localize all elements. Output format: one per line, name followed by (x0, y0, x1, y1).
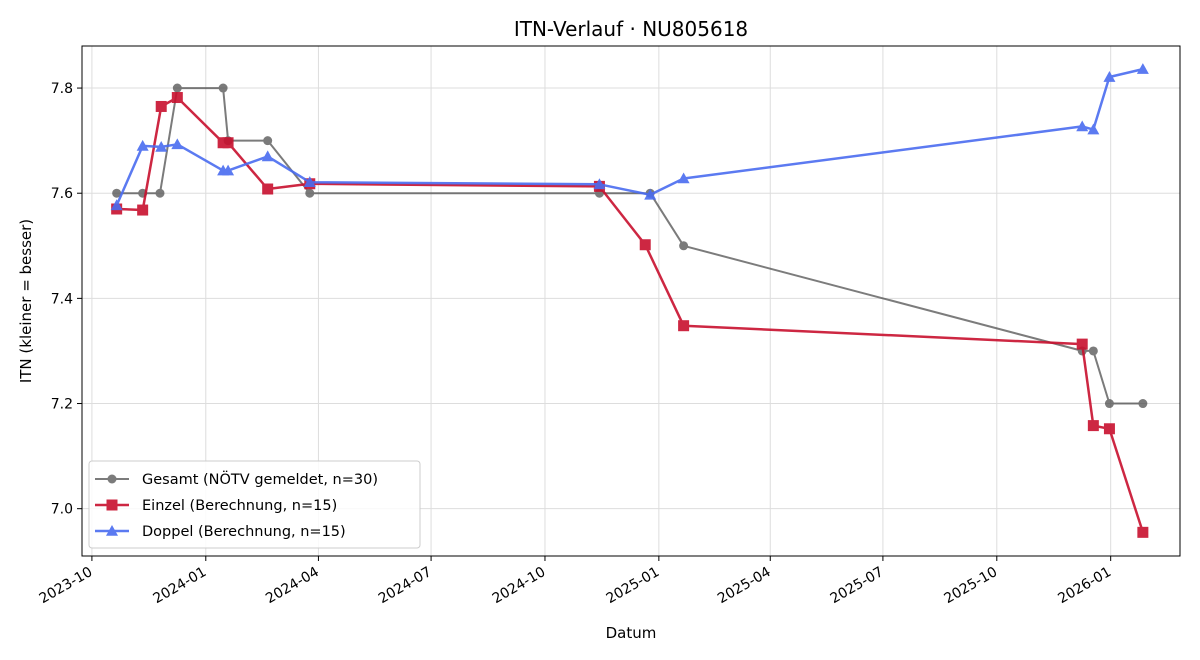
x-axis: 2023-10 2024-01 2024-04 2024-07 2024-10 2025-… (37, 556, 1114, 607)
data-point-einzel (1076, 338, 1088, 350)
plot-frame (81, 45, 1181, 557)
y-tick-label: 7.0 (51, 502, 73, 518)
data-point-doppel (1136, 63, 1149, 74)
data-point-einzel (171, 92, 183, 104)
x-tick-label: 2026-01 (1055, 564, 1114, 607)
x-tick-label: 2025-01 (604, 564, 663, 607)
data-point-einzel (137, 204, 149, 216)
x-tick-label: 2025-04 (715, 564, 774, 607)
data-point-doppel (677, 172, 690, 184)
data-point-gesamt (218, 83, 228, 93)
data-point-gesamt (172, 83, 182, 93)
data-point-gesamt (679, 241, 689, 251)
series-doppel (110, 63, 1149, 211)
y-tick-label: 7.8 (51, 81, 73, 97)
data-point-doppel (593, 178, 606, 190)
legend: Gesamt (NÖTV gemeldet, n=30) Einzel (Bere… (88, 460, 421, 549)
data-point-doppel (1087, 123, 1100, 135)
legend-entry-gesamt (95, 474, 129, 484)
data-point-gesamt (1104, 399, 1114, 409)
data-point-einzel (678, 320, 690, 332)
data-point-doppel (136, 139, 149, 151)
y-axis: 7.0 7.2 7.4 7.6 7.8 (51, 81, 82, 518)
x-tick-label: 2024-01 (151, 564, 210, 607)
data-point-einzel (262, 183, 274, 195)
x-tick-label: 2024-07 (376, 564, 435, 607)
data-point-doppel (261, 150, 274, 162)
data-point-doppel (1103, 71, 1116, 82)
data-point-einzel (1103, 423, 1115, 435)
data-point-gesamt (305, 188, 315, 198)
data-point-doppel (110, 199, 123, 211)
y-tick-label: 7.2 (51, 397, 73, 413)
data-point-einzel (1087, 420, 1099, 432)
legend-marker-einzel (106, 499, 118, 511)
x-tick-label: 2024-04 (263, 564, 322, 607)
y-tick-label: 7.4 (51, 291, 73, 307)
legend-marker-gesamt (107, 474, 117, 484)
series-gesamt (112, 83, 1148, 409)
data-point-doppel (171, 138, 184, 150)
legend-entry-doppel (95, 525, 129, 536)
x-tick-label: 2025-10 (942, 564, 1001, 607)
series-line-gesamt (116, 87, 1143, 405)
data-point-gesamt (1088, 346, 1098, 356)
legend-label-doppel: Doppel (Berechnung, n=15) (142, 524, 346, 540)
legend-box (88, 460, 421, 549)
data-point-doppel (155, 140, 168, 152)
data-point-gesamt (263, 136, 273, 146)
y-tick-label: 7.6 (51, 186, 73, 202)
chart-title: ITN-Verlauf · NU805618 (514, 17, 748, 41)
data-point-einzel (155, 100, 167, 112)
data-point-gesamt (112, 188, 122, 198)
y-axis-label: ITN (kleiner = besser) (17, 219, 35, 383)
data-point-doppel (303, 176, 316, 187)
data-point-gesamt (155, 188, 165, 198)
data-point-doppel (1076, 120, 1089, 132)
legend-label-gesamt: Gesamt (NÖTV gemeldet, n=30) (142, 470, 378, 488)
legend-label-einzel: Einzel (Berechnung, n=15) (142, 498, 337, 514)
data-point-einzel (1137, 526, 1149, 538)
x-axis-label: Datum (606, 624, 657, 642)
legend-marker-doppel (106, 525, 118, 536)
data-point-doppel (644, 188, 657, 200)
x-tick-label: 2023-10 (37, 564, 96, 607)
x-tick-label: 2024-10 (490, 564, 549, 607)
legend-entry-einzel (95, 499, 129, 511)
data-point-doppel (222, 164, 235, 176)
data-point-einzel (222, 137, 234, 149)
data-point-einzel (639, 239, 651, 251)
x-tick-label: 2025-07 (828, 564, 887, 607)
series-layer (110, 63, 1149, 538)
data-point-gesamt (1138, 399, 1148, 409)
